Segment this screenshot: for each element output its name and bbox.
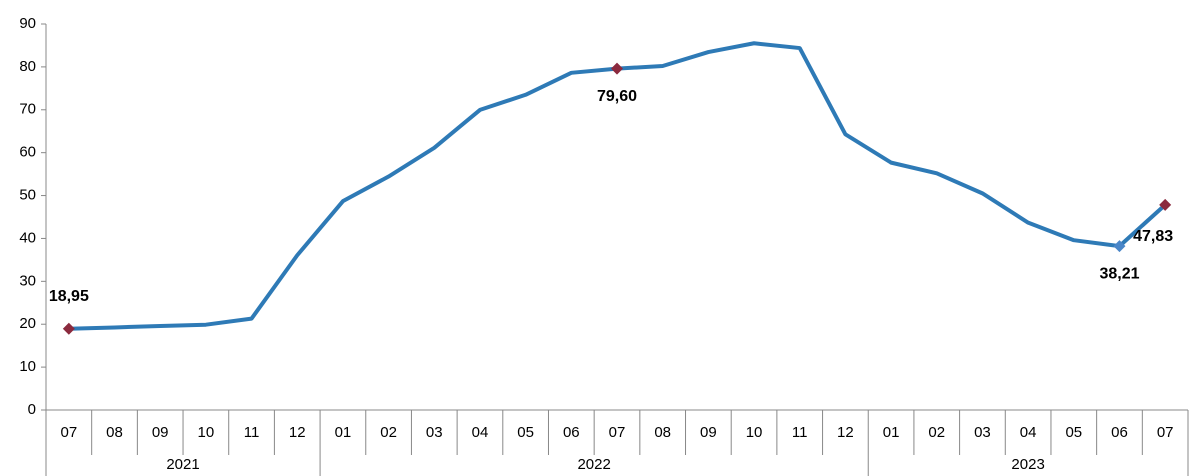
x-tick-label: 07 <box>60 424 77 441</box>
x-tick-label: 06 <box>1111 424 1128 441</box>
x-tick-label: 10 <box>198 424 215 441</box>
x-tick-label: 01 <box>335 424 352 441</box>
x-tick-label: 02 <box>928 424 945 441</box>
marker <box>1159 198 1172 211</box>
y-tick-label: 40 <box>19 229 36 246</box>
x-tick-label: 10 <box>746 424 763 441</box>
data-label: 47,83 <box>1133 228 1173 245</box>
x-tick-label: 08 <box>654 424 671 441</box>
x-tick-label: 05 <box>517 424 534 441</box>
group-label: 2022 <box>577 456 610 473</box>
x-tick-label: 01 <box>883 424 900 441</box>
y-tick-label: 70 <box>19 101 36 118</box>
marker <box>62 322 75 335</box>
group-label: 2023 <box>1011 456 1044 473</box>
x-tick-label: 03 <box>974 424 991 441</box>
x-tick-label: 09 <box>700 424 717 441</box>
y-tick-label: 30 <box>19 272 36 289</box>
y-tick-label: 0 <box>28 401 36 418</box>
x-tick-label: 07 <box>1157 424 1174 441</box>
y-tick-label: 20 <box>19 315 36 332</box>
x-tick-label: 02 <box>380 424 397 441</box>
line <box>68 41 1167 331</box>
data-label: 79,60 <box>597 88 637 105</box>
x-tick-label: 11 <box>792 424 808 441</box>
marker <box>611 62 623 75</box>
x-tick-label: 09 <box>152 424 169 441</box>
x-tick-label: 04 <box>472 424 489 441</box>
x-tick-label: 12 <box>289 424 306 441</box>
data-label: 18,95 <box>49 288 89 305</box>
x-tick-label: 05 <box>1065 424 1082 441</box>
x-tick-label: 06 <box>563 424 580 441</box>
y-tick-label: 60 <box>19 144 36 161</box>
y-tick-label: 10 <box>19 358 36 375</box>
x-tick-label: 04 <box>1020 424 1037 441</box>
group-label: 2021 <box>166 456 199 473</box>
marker <box>1113 240 1126 253</box>
y-tick-label: 80 <box>19 58 36 75</box>
y-tick-label: 90 <box>19 15 36 32</box>
x-tick-label: 12 <box>837 424 854 441</box>
x-tick-label: 03 <box>426 424 443 441</box>
x-tick-label: 11 <box>244 424 260 441</box>
data-label: 38,21 <box>1099 265 1139 282</box>
y-tick-label: 50 <box>19 187 36 204</box>
x-tick-label: 08 <box>106 424 123 441</box>
x-tick-label: 07 <box>609 424 626 441</box>
